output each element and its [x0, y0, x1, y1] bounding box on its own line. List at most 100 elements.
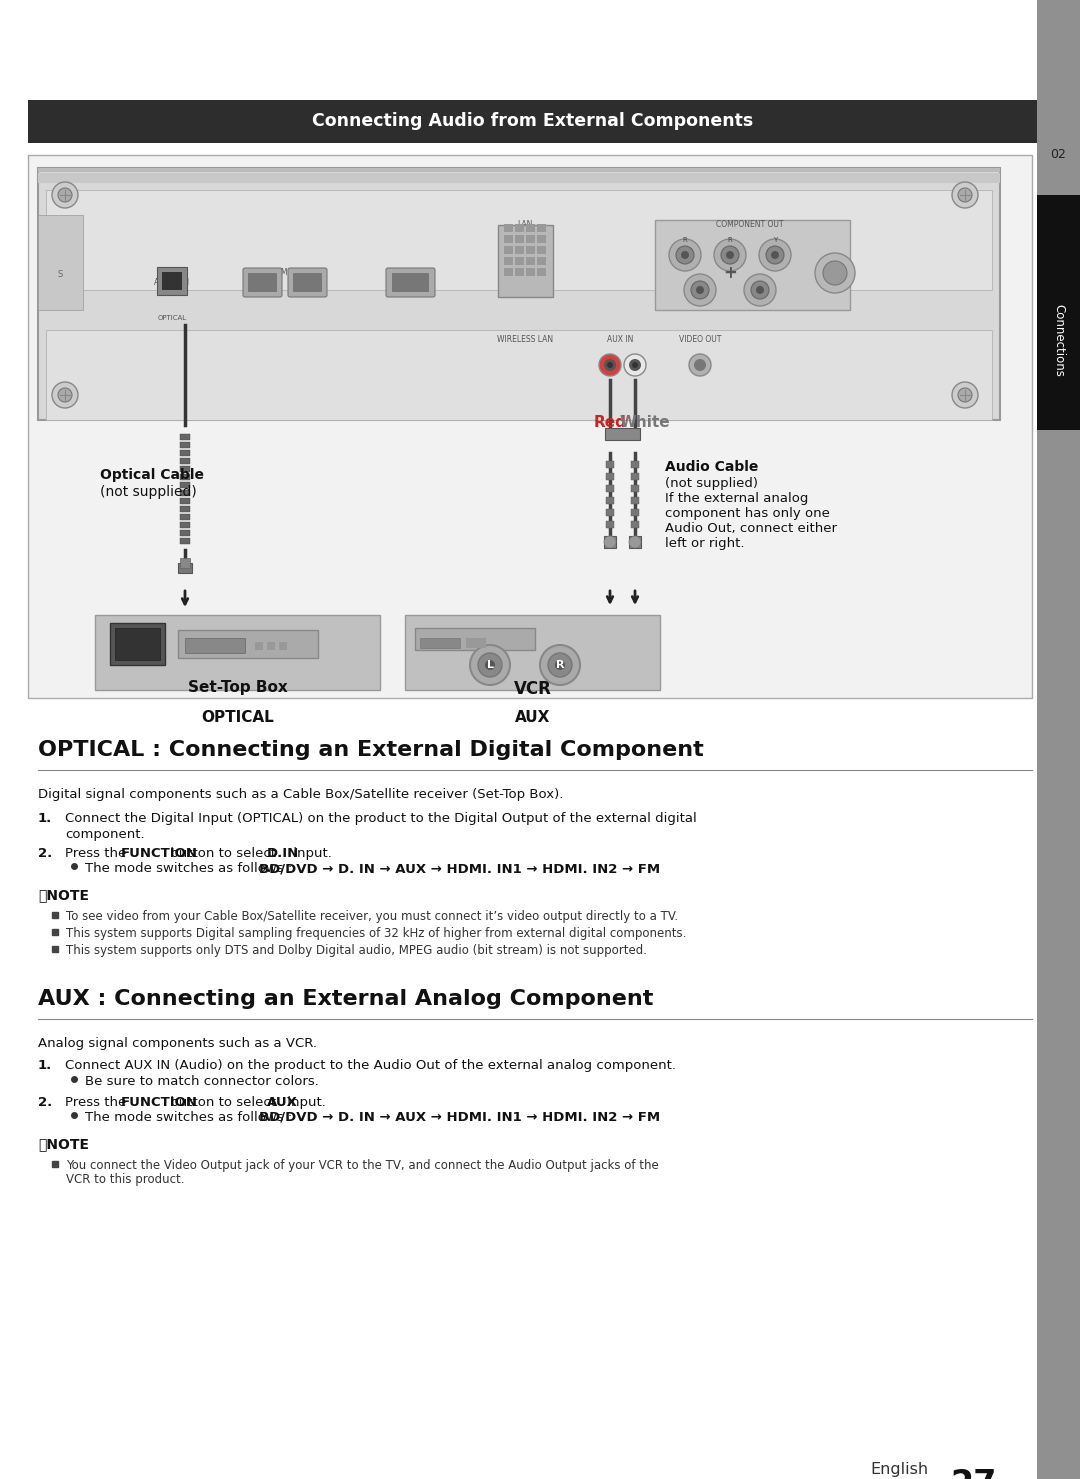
Bar — [526, 257, 535, 265]
Bar — [1037, 0, 1080, 1479]
Text: R: R — [556, 660, 564, 670]
Circle shape — [624, 353, 646, 376]
Text: R: R — [683, 237, 687, 243]
Text: AUX : Connecting an External Analog Component: AUX : Connecting an External Analog Comp… — [38, 989, 653, 1009]
Text: To see video from your Cable Box/Satellite receiver, you must connect it’s video: To see video from your Cable Box/Satelli… — [66, 910, 678, 923]
Text: L: L — [486, 660, 494, 670]
Text: You connect the Video Output jack of your VCR to the TV, and connect the Audio O: You connect the Video Output jack of you… — [66, 1160, 659, 1171]
Text: component.: component. — [65, 828, 145, 842]
Text: FUNCTION: FUNCTION — [121, 1096, 198, 1109]
Text: Red: Red — [594, 416, 626, 430]
Bar — [498, 225, 553, 297]
Text: VCR: VCR — [514, 680, 552, 698]
Circle shape — [604, 535, 616, 549]
Bar — [606, 521, 615, 528]
Bar — [180, 482, 190, 488]
Circle shape — [684, 274, 716, 306]
Bar — [654, 220, 850, 311]
Text: R: R — [728, 237, 732, 243]
Bar — [526, 268, 535, 277]
Text: English: English — [870, 1463, 928, 1478]
Bar — [162, 272, 183, 290]
Bar — [515, 246, 524, 254]
Text: Press the: Press the — [65, 1096, 131, 1109]
Bar — [46, 189, 993, 290]
Circle shape — [766, 246, 784, 263]
Text: 27: 27 — [950, 1469, 997, 1479]
Circle shape — [759, 240, 791, 271]
Bar — [465, 637, 486, 648]
Text: Connecting Audio from External Components: Connecting Audio from External Component… — [312, 112, 753, 130]
Text: White: White — [620, 416, 671, 430]
Text: button to select: button to select — [166, 1096, 280, 1109]
Text: Audio Out, connect either: Audio Out, connect either — [665, 522, 837, 535]
Bar — [537, 235, 546, 243]
Bar — [631, 509, 639, 516]
Circle shape — [548, 654, 572, 677]
Bar — [114, 629, 160, 660]
Bar — [180, 529, 190, 535]
Bar — [180, 498, 190, 504]
Bar — [631, 473, 639, 481]
Bar — [631, 461, 639, 467]
Circle shape — [629, 535, 642, 549]
Bar — [157, 268, 187, 294]
Circle shape — [470, 645, 510, 685]
Bar — [180, 515, 190, 521]
Bar — [180, 442, 190, 448]
Bar — [180, 473, 190, 481]
Circle shape — [485, 660, 495, 670]
Text: BD/DVD → D. IN → AUX → HDMI. IN1 → HDMI. IN2 → FM: BD/DVD → D. IN → AUX → HDMI. IN1 → HDMI.… — [258, 1111, 660, 1124]
Bar — [515, 235, 524, 243]
Circle shape — [58, 188, 72, 203]
Bar — [95, 615, 380, 691]
Text: BD/DVD → D. IN → AUX → HDMI. IN1 → HDMI. IN2 → FM: BD/DVD → D. IN → AUX → HDMI. IN1 → HDMI.… — [258, 862, 660, 876]
Text: Analog signal components such as a VCR.: Analog signal components such as a VCR. — [38, 1037, 318, 1050]
Bar — [180, 466, 190, 472]
Text: Set-Top Box: Set-Top Box — [188, 680, 287, 695]
Text: input.: input. — [289, 847, 332, 859]
Bar — [504, 268, 513, 277]
Bar — [504, 246, 513, 254]
Bar — [631, 497, 639, 504]
Bar — [1037, 195, 1080, 430]
Text: S: S — [57, 271, 63, 280]
Circle shape — [951, 382, 978, 408]
Text: This system supports only DTS and Dolby Digital audio, MPEG audio (bit stream) i: This system supports only DTS and Dolby … — [66, 944, 647, 957]
Text: +: + — [724, 263, 737, 282]
Bar — [537, 223, 546, 232]
Bar — [180, 433, 190, 439]
Bar — [180, 522, 190, 528]
Text: HDMI OUT: HDMI OUT — [391, 268, 430, 277]
Bar — [180, 538, 190, 544]
Bar — [537, 268, 546, 277]
Circle shape — [823, 260, 847, 285]
Bar — [180, 558, 190, 568]
Text: OPTICAL : Connecting an External Digital Component: OPTICAL : Connecting an External Digital… — [38, 740, 704, 760]
Bar — [526, 223, 535, 232]
Bar — [604, 535, 616, 549]
Circle shape — [756, 285, 764, 294]
Text: AUX IN: AUX IN — [607, 336, 633, 345]
Bar — [178, 630, 318, 658]
Text: The mode switches as follows :: The mode switches as follows : — [85, 1111, 297, 1124]
Text: VCR to this product.: VCR to this product. — [66, 1173, 185, 1186]
Text: Y: Y — [773, 237, 778, 243]
Bar — [279, 642, 287, 649]
Bar — [504, 235, 513, 243]
Bar — [631, 485, 639, 493]
Circle shape — [52, 382, 78, 408]
Circle shape — [555, 660, 565, 670]
Bar — [28, 155, 1032, 698]
Circle shape — [607, 362, 613, 368]
Text: button to select: button to select — [166, 847, 280, 859]
Text: If the external analog: If the external analog — [665, 493, 808, 504]
Text: (not supplied): (not supplied) — [100, 485, 197, 498]
Text: VIDEO OUT: VIDEO OUT — [679, 336, 721, 345]
Circle shape — [694, 359, 706, 371]
Circle shape — [691, 281, 708, 299]
Text: Audio Cable: Audio Cable — [665, 460, 758, 473]
Bar — [180, 490, 190, 495]
Bar — [629, 535, 642, 549]
Circle shape — [632, 362, 638, 368]
